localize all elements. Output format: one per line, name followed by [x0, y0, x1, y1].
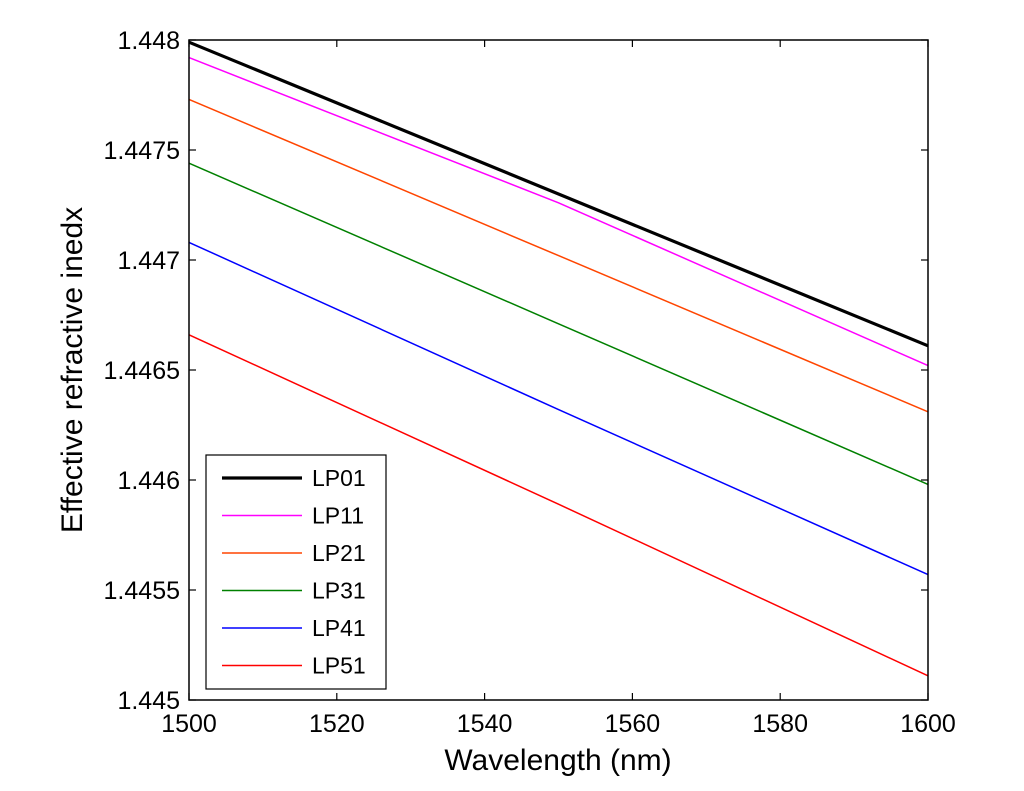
- y-tick-label: 1.4475: [104, 137, 180, 165]
- legend-label-lp31: LP31: [312, 578, 366, 604]
- x-tick-label: 1500: [161, 710, 217, 738]
- y-tick-label: 1.448: [117, 27, 180, 55]
- legend-box: [205, 454, 387, 690]
- series-line-lp01: [188, 40, 929, 348]
- y-tick-label: 1.447: [117, 247, 180, 275]
- x-tick-label: 1560: [605, 710, 661, 738]
- y-axis-title: Effective refractive inedx: [56, 207, 89, 533]
- legend: LP01 LP11 LP21 LP31 LP41 LP51: [205, 454, 387, 690]
- x-tick-label: 1580: [752, 710, 808, 738]
- series-line-lp31: [188, 162, 929, 486]
- series-line-lp21: [188, 98, 929, 413]
- y-tick-labels: 1.445 1.4455 1.446 1.4465 1.447 1.4475 1.448: [104, 27, 180, 715]
- series-line-lp51: [188, 334, 929, 677]
- legend-label-lp41: LP41: [312, 615, 366, 641]
- legend-label-lp51: LP51: [312, 653, 366, 679]
- plot-area-frame: [188, 39, 929, 701]
- legend-label-lp21: LP21: [312, 540, 366, 566]
- legend-label-lp01: LP01: [312, 465, 366, 491]
- y-tick-label: 1.4465: [104, 357, 180, 385]
- series-line-lp41: [188, 241, 929, 576]
- series-line-lp11: [188, 56, 929, 367]
- x-tick-label: 1600: [900, 710, 956, 738]
- x-tick-labels: 1500 1520 1540 1560 1580 1600: [161, 710, 956, 738]
- y-tick-label: 1.446: [117, 467, 180, 495]
- y-tick-label: 1.4455: [104, 577, 180, 605]
- x-tick-label: 1540: [457, 710, 513, 738]
- x-tick-label: 1520: [309, 710, 365, 738]
- series-lines: [188, 40, 929, 677]
- y-tick-label: 1.445: [117, 687, 180, 715]
- x-axis-title: Wavelength (nm): [444, 744, 671, 777]
- legend-label-lp11: LP11: [312, 503, 364, 529]
